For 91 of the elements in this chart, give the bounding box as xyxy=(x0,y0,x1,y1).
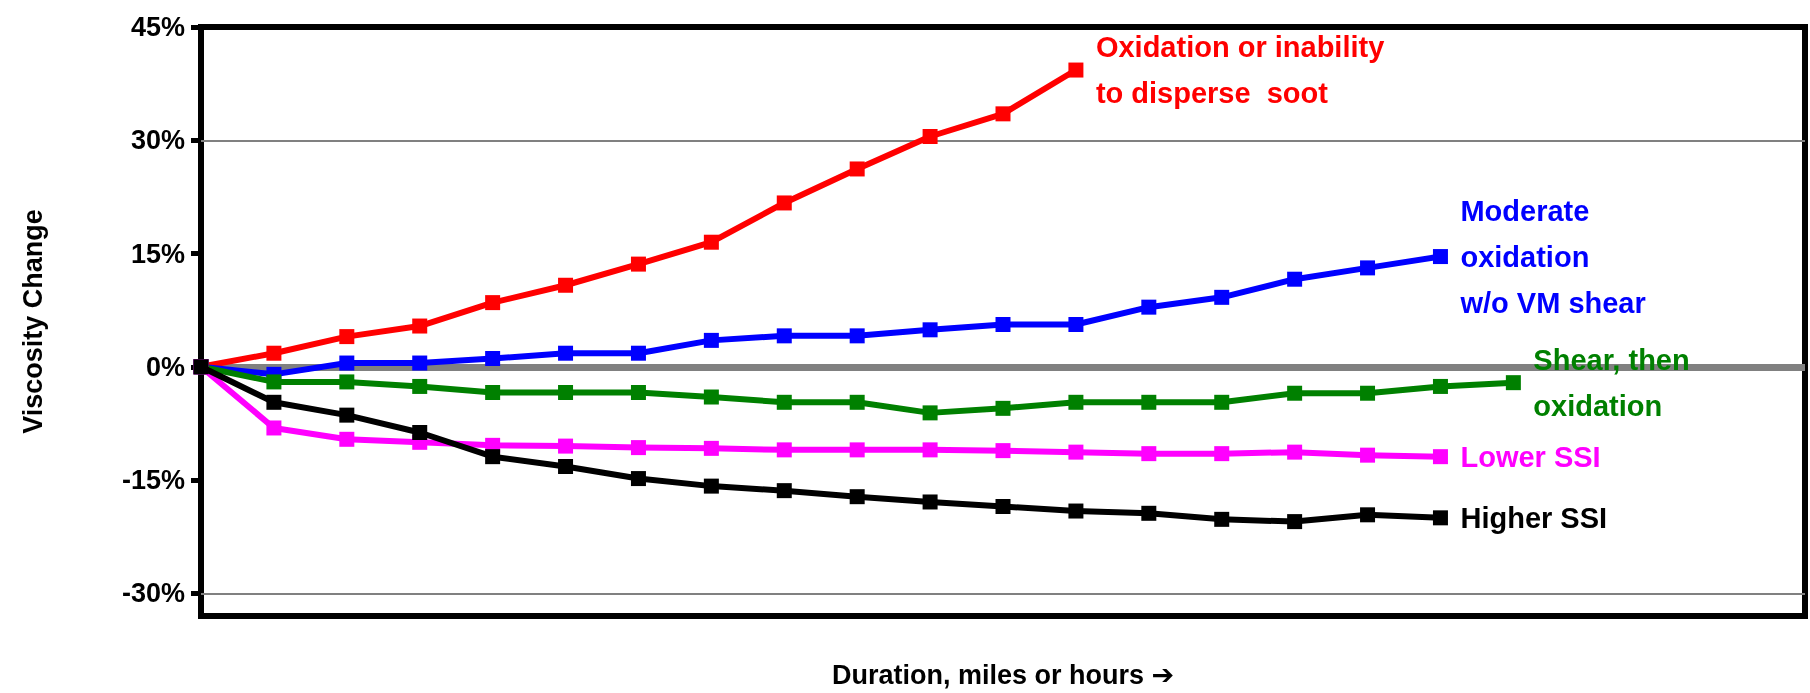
point xyxy=(922,405,938,421)
point xyxy=(703,234,719,250)
point xyxy=(1360,507,1376,523)
point xyxy=(339,374,355,390)
point xyxy=(412,318,428,334)
series-label: Higher SSI xyxy=(1460,501,1608,534)
series-label: Moderate oxidation w/o VM shear xyxy=(1459,194,1646,319)
point xyxy=(485,295,501,311)
point xyxy=(776,483,792,499)
point xyxy=(922,128,938,144)
point xyxy=(922,494,938,510)
point xyxy=(630,384,646,400)
series-label: Lower SSI xyxy=(1460,440,1601,473)
point xyxy=(1068,62,1084,78)
point xyxy=(849,442,865,458)
point xyxy=(1432,510,1448,526)
point xyxy=(1287,271,1303,287)
point xyxy=(339,431,355,447)
point xyxy=(412,425,428,440)
point xyxy=(776,195,792,211)
point xyxy=(1068,394,1084,410)
point xyxy=(1287,514,1303,530)
point xyxy=(1068,444,1084,460)
point xyxy=(776,328,792,344)
point xyxy=(995,106,1011,122)
point xyxy=(1214,446,1230,462)
point xyxy=(558,277,574,293)
point xyxy=(558,345,574,361)
point xyxy=(1214,289,1230,305)
point xyxy=(1141,505,1157,521)
point xyxy=(558,384,574,400)
y-tick-label: -15% xyxy=(121,465,185,496)
y-tick-label: -30% xyxy=(121,578,185,609)
point xyxy=(1432,449,1448,465)
point xyxy=(922,322,938,338)
point xyxy=(558,458,574,474)
y-tick-label: 30% xyxy=(130,125,185,156)
point xyxy=(1360,447,1376,463)
series-label: Oxidation or inability to disperse soot xyxy=(1095,31,1385,110)
point xyxy=(485,449,501,465)
point xyxy=(412,378,428,394)
point xyxy=(630,471,646,487)
point xyxy=(776,394,792,410)
x-axis-title: Duration, miles or hours ➔ xyxy=(831,659,1175,690)
point xyxy=(266,374,282,390)
point xyxy=(1068,503,1084,519)
point xyxy=(339,407,355,423)
y-axis-title: Viscosity Change xyxy=(17,209,48,434)
point xyxy=(339,329,355,345)
series-label: Shear, then oxidation xyxy=(1533,343,1690,422)
point xyxy=(849,394,865,410)
point xyxy=(995,317,1011,333)
y-tick-label: 45% xyxy=(130,12,185,42)
point xyxy=(558,438,574,454)
point xyxy=(995,443,1011,459)
point xyxy=(995,400,1011,416)
point xyxy=(1360,385,1376,401)
point xyxy=(1505,375,1521,391)
point xyxy=(1360,260,1376,276)
point xyxy=(703,389,719,405)
point xyxy=(849,489,865,505)
point xyxy=(703,332,719,348)
point xyxy=(1214,511,1230,527)
point xyxy=(1214,394,1230,410)
point xyxy=(630,256,646,272)
point xyxy=(1141,446,1157,462)
point xyxy=(849,328,865,344)
point xyxy=(703,478,719,494)
point xyxy=(1068,317,1084,333)
point xyxy=(1287,444,1303,460)
point xyxy=(485,351,501,366)
point xyxy=(1141,394,1157,410)
y-tick-label: 15% xyxy=(130,238,185,269)
point xyxy=(630,345,646,361)
point xyxy=(266,345,282,361)
point xyxy=(266,394,282,410)
point xyxy=(339,355,355,371)
point xyxy=(1287,385,1303,401)
point xyxy=(1141,299,1157,315)
point xyxy=(266,420,282,436)
point xyxy=(995,499,1011,515)
y-tick-label: 0% xyxy=(145,351,185,382)
point xyxy=(703,440,719,456)
point xyxy=(849,161,865,177)
point xyxy=(485,384,501,400)
point xyxy=(1432,378,1448,394)
point xyxy=(630,440,646,456)
point xyxy=(922,442,938,458)
point xyxy=(412,355,428,371)
point xyxy=(1432,249,1448,265)
point xyxy=(776,442,792,458)
